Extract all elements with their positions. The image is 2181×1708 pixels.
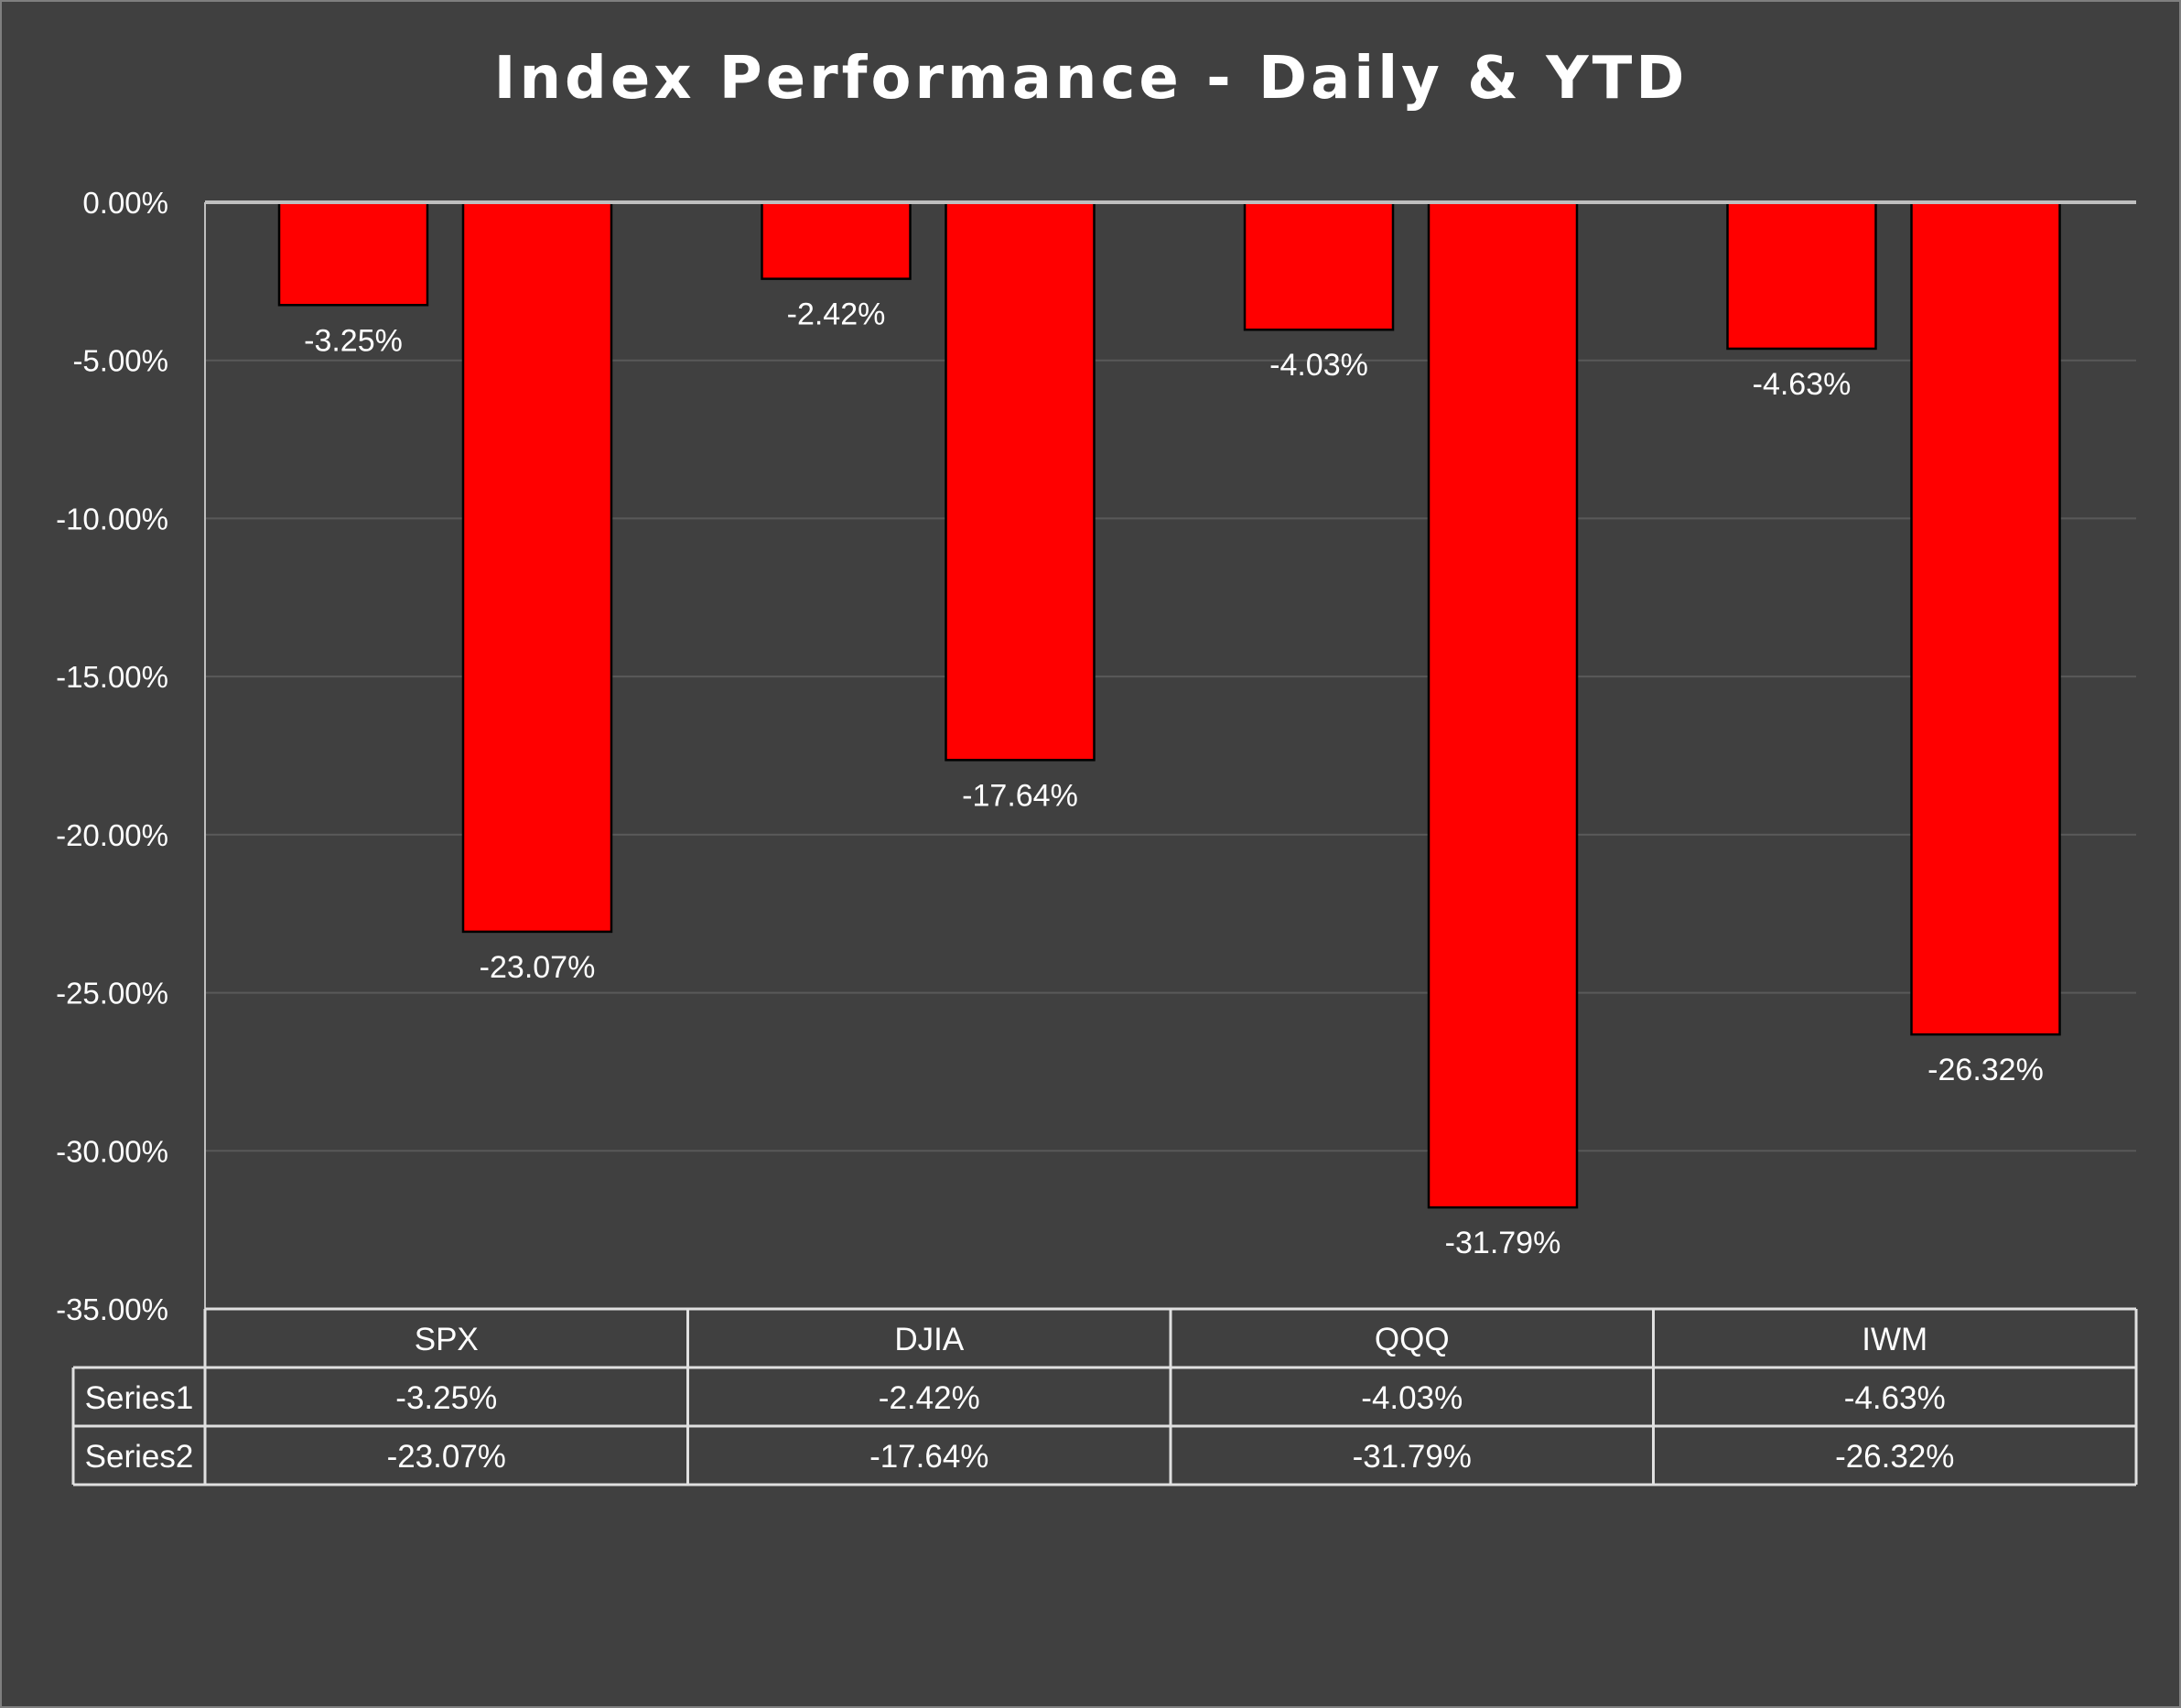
y-tick-label: -5.00%	[72, 344, 168, 378]
bar-series2-djia	[945, 200, 1096, 762]
data-label: -3.25%	[304, 323, 403, 358]
y-tick-label: -15.00%	[56, 660, 168, 694]
data-labels: -3.25% -2.42% -4.03% -4.63% -23.07% -17.64% -3…	[304, 297, 2044, 1261]
y-tick-label: -10.00%	[56, 502, 168, 535]
y-tick-label: 0.00%	[82, 186, 168, 220]
table-cell-value: -2.42%	[879, 1380, 980, 1416]
data-table: SPX DJIA QQQ IWM Series1 -3.25% -2.42% -4.03% -4…	[71, 1307, 2138, 1486]
y-tick-label: -30.00%	[56, 1134, 168, 1168]
bar-series1-qqq	[1243, 200, 1395, 331]
table-cell-value: -26.32%	[1835, 1439, 1954, 1475]
table-category-label: DJIA	[894, 1322, 965, 1357]
bar-series2-qqq	[1427, 200, 1579, 1209]
data-label: -4.63%	[1753, 367, 1852, 402]
table-cell-value: -4.03%	[1361, 1380, 1463, 1416]
bar-series1-spx	[277, 200, 429, 307]
table-cell-value: -3.25%	[395, 1380, 497, 1416]
data-label: -23.07%	[480, 950, 596, 985]
table-cell-value: -4.63%	[1844, 1380, 1946, 1416]
table-category-label: IWM	[1862, 1322, 1927, 1357]
data-label: -31.79%	[1445, 1226, 1561, 1260]
data-label: -26.32%	[1927, 1053, 2044, 1087]
table-category-label: QQQ	[1375, 1322, 1450, 1357]
table-cell-value: -23.07%	[387, 1439, 506, 1475]
bar-series2-iwm	[1910, 200, 2061, 1036]
bar-series1-djia	[761, 200, 912, 280]
bars	[205, 200, 2136, 1209]
y-tick-label: -25.00%	[56, 977, 168, 1011]
chart-title: Index Performance - Daily & YTD	[494, 45, 1689, 113]
table-cell-value: -31.79%	[1353, 1439, 1472, 1475]
table-cell-value: -17.64%	[869, 1439, 988, 1475]
data-label: -17.64%	[962, 778, 1078, 813]
bar-series2-spx	[461, 200, 613, 934]
bar-series1-iwm	[1726, 200, 1877, 351]
y-axis-ticks: 0.00% -5.00% -10.00% -15.00% -20.00% -25.00% -…	[56, 186, 168, 1326]
table-series-name: Series2	[85, 1439, 194, 1475]
data-label: -2.42%	[787, 297, 886, 332]
table-category-label: SPX	[415, 1322, 479, 1357]
y-tick-label: -20.00%	[56, 818, 168, 852]
y-tick-label: -35.00%	[56, 1292, 168, 1326]
table-series-name: Series1	[85, 1380, 194, 1416]
data-label: -4.03%	[1269, 348, 1368, 383]
